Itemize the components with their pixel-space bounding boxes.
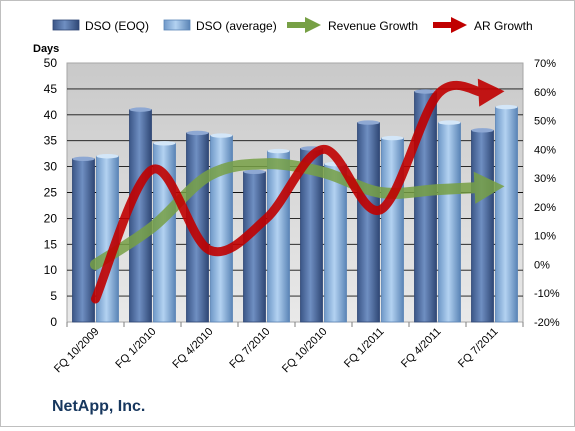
bar-dso-eoq: [129, 107, 152, 323]
legend-label-dso-average: DSO (average): [196, 19, 277, 33]
y-left-tick-label: 10: [44, 263, 58, 277]
y-left-tick-label: 35: [44, 134, 58, 148]
bar-dso-average: [381, 135, 404, 323]
y-right-tick-label: 20%: [534, 202, 556, 214]
y-right-tick-label: 70%: [534, 58, 556, 70]
legend-item-dso-eoq: DSO (EOQ): [52, 19, 149, 33]
bar-body: [471, 129, 494, 323]
bar-top: [153, 141, 176, 146]
bar-top: [381, 135, 404, 141]
x-tick-label: FQ 7/2010: [227, 326, 272, 371]
bar-body: [438, 122, 461, 323]
y-right-tick-label: 10%: [534, 231, 556, 243]
bar-dso-average: [267, 148, 290, 323]
y-right-tick-label: 60%: [534, 87, 556, 99]
bar-dso-eoq: [471, 128, 494, 323]
y-left-tick-label: 40: [44, 108, 58, 122]
line-revenue-growth: [90, 158, 505, 270]
y-right-tick-label: 0%: [534, 259, 550, 271]
legend-arrowhead-ar-growth: [451, 17, 467, 33]
x-tick-label: FQ 10/2009: [52, 326, 102, 376]
y-right-tick-label: 40%: [534, 144, 556, 156]
bar-body: [72, 158, 95, 323]
bar-body: [381, 137, 404, 323]
y-left-tick-label: 20: [44, 211, 58, 225]
bar-body: [129, 109, 152, 323]
arrowhead: [473, 171, 505, 204]
bar-body: [267, 150, 290, 323]
bar-top: [267, 148, 290, 154]
arrowhead: [477, 78, 505, 107]
bar-top: [438, 120, 461, 125]
bar-dso-average: [495, 104, 518, 323]
y-left-tick-label: 50: [44, 56, 58, 70]
y-left-tick-label: 0: [50, 315, 57, 329]
y-left-tick-label: 25: [44, 186, 58, 200]
bar-top: [357, 120, 380, 125]
y-axis-left-ticks: 0 5 10 15 20 25 30 35 40 45 50: [44, 56, 58, 329]
bar-body: [357, 122, 380, 323]
bar-dso-eoq: [243, 169, 266, 323]
y-left-tick-label: 45: [44, 82, 58, 96]
line-ar-growth: [91, 78, 505, 304]
y-right-tick-label: -10%: [534, 288, 560, 300]
x-tick-label: FQ 7/2011: [456, 326, 501, 371]
bar-top: [72, 156, 95, 162]
bar-top: [186, 130, 209, 136]
y-axis-right-ticks: -20% -10% 0% 10% 20% 30% 40% 50% 60% 70%: [534, 58, 560, 329]
bar-body: [243, 171, 266, 323]
growth-lines: [90, 78, 505, 304]
line-path: [90, 158, 489, 270]
bar-body: [495, 106, 518, 323]
bar-dso-eoq: [72, 156, 95, 323]
bar-top: [414, 89, 437, 94]
bar-body: [324, 163, 347, 323]
legend-arrowhead-revenue-growth: [305, 17, 321, 33]
legend-item-revenue-growth: Revenue Growth: [287, 17, 418, 33]
y-left-tick-label: 30: [44, 160, 58, 174]
bar-top: [471, 128, 494, 133]
legend-label-dso-eoq: DSO (EOQ): [85, 19, 149, 33]
y-right-tick-label: 30%: [534, 173, 556, 185]
x-tick-label: FQ 1/2011: [342, 326, 387, 371]
bar-top: [210, 133, 233, 138]
bar-dso-eoq: [414, 89, 437, 323]
bar-dso-eoq: [357, 120, 380, 323]
bar-dso-average: [324, 161, 347, 323]
x-axis-ticks: FQ 10/2009 FQ 1/2010 FQ 4/2010 FQ 7/2010 FQ …: [52, 322, 524, 376]
line-path: [91, 80, 488, 304]
legend-item-ar-growth: AR Growth: [433, 17, 533, 33]
y-left-tick-label: 15: [44, 237, 58, 251]
x-tick-label: FQ 4/2011: [399, 326, 444, 371]
y-right-tick-label: 50%: [534, 116, 556, 128]
y-left-tick-label: 5: [50, 289, 57, 303]
legend: DSO (EOQ) DSO (average) Revenue Growth A…: [52, 17, 533, 33]
company-name: NetApp, Inc.: [52, 398, 146, 415]
bar-dso-average: [438, 120, 461, 323]
legend-label-ar-growth: AR Growth: [474, 19, 533, 33]
y-right-tick-label: -20%: [534, 317, 560, 329]
y-axis-left-title: Days: [33, 43, 59, 55]
legend-swatch-dso-average: [163, 19, 191, 31]
legend-swatch-dso-eoq: [52, 19, 80, 31]
bar-top: [243, 169, 266, 174]
x-tick-label: FQ 4/2010: [170, 326, 215, 371]
x-tick-label: FQ 10/2010: [280, 326, 330, 376]
x-tick-label: FQ 1/2010: [113, 326, 158, 371]
bar-top: [129, 107, 152, 112]
legend-label-revenue-growth: Revenue Growth: [328, 19, 418, 33]
legend-item-dso-average: DSO (average): [163, 19, 277, 33]
bar-top: [96, 154, 119, 159]
bar-top: [495, 104, 518, 110]
bar-dso-average: [210, 133, 233, 323]
